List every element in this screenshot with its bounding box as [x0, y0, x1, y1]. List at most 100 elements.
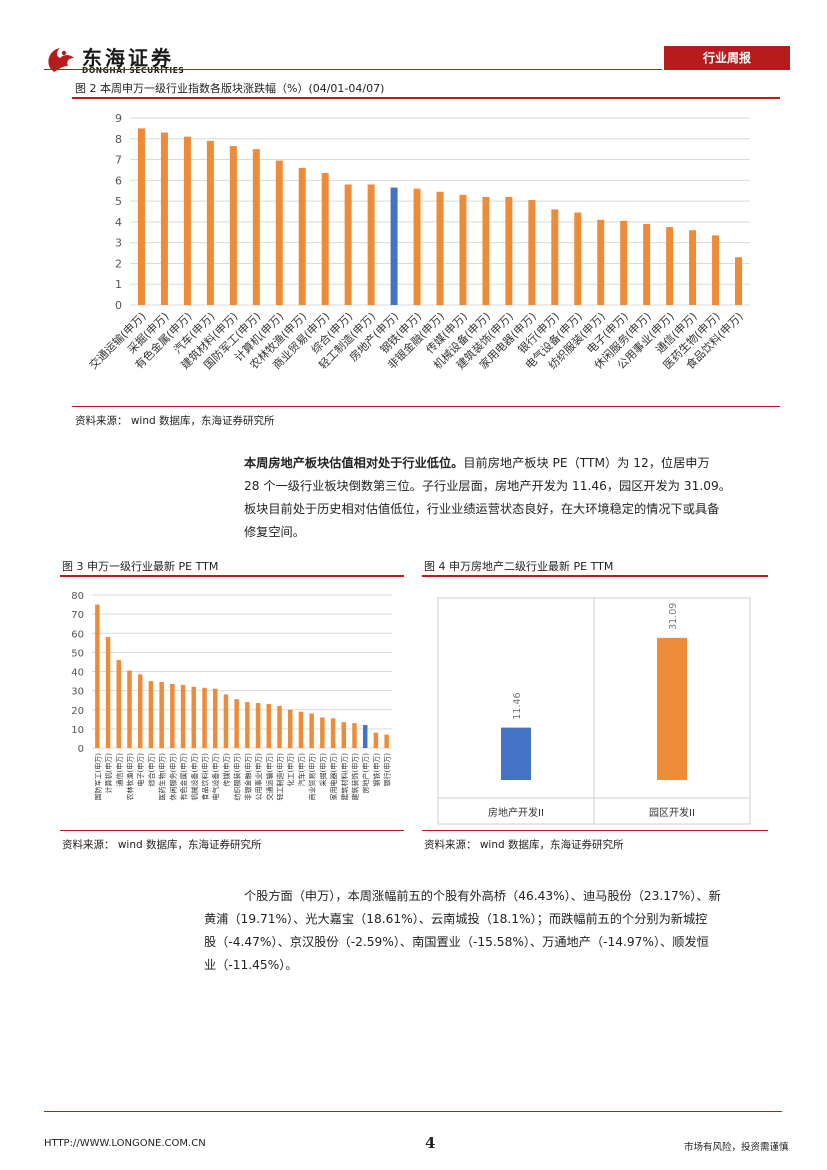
x-tick-label: 计算机(申万) [104, 753, 113, 794]
bar [373, 732, 379, 748]
bar [95, 604, 100, 748]
x-tick-label: 国防军工(申万) [93, 753, 102, 801]
bar [298, 711, 304, 748]
bar [206, 140, 214, 305]
y-tick-label: 10 [71, 725, 84, 736]
bar [148, 681, 154, 748]
bar [367, 184, 375, 305]
bar [159, 682, 164, 748]
y-tick-label: 30 [71, 687, 84, 698]
bar [505, 196, 513, 305]
brand-name-en: DONGHAI SECURITIES [82, 66, 185, 75]
bar [551, 209, 559, 305]
x-tick-label: 建筑装饰(申万) [351, 753, 360, 801]
bar [689, 230, 697, 305]
figure4-caption: 图 4 申万房地产二级行业最新 PE TTM [424, 560, 614, 573]
bar [362, 725, 368, 748]
x-tick-label: 电气设备(申万) [211, 753, 220, 801]
bar [266, 704, 272, 748]
bar [436, 191, 444, 305]
y-tick-label: 1 [115, 278, 122, 291]
figure4-top-rule [422, 575, 768, 577]
bar [384, 734, 389, 748]
paragraph-line: 黄浦（19.71%）、光大嘉宝（18.61%）、云南城投（18.1%）；而跌幅前… [204, 912, 708, 926]
x-tick-label: 采掘(申万) [318, 753, 327, 787]
x-tick-label: 休闲服务(申万) [168, 753, 177, 801]
x-tick-label: 家用电器(申万) [329, 753, 338, 801]
x-tick-label: 纺织服装(申万) [233, 753, 242, 801]
bar [252, 149, 260, 305]
x-tick-label: 园区开发II [649, 806, 695, 819]
risk-disclaimer: 市场有风险，投资需谨慎 [684, 1142, 789, 1153]
x-tick-label: 房地产(申万) [361, 753, 370, 794]
paragraph-line: 业（-11.45%）。 [204, 958, 298, 972]
donghai-logo-icon [48, 48, 74, 72]
paragraph-lead-bold: 本周房地产板块估值相对处于行业低位。 [244, 456, 464, 470]
figure3-caption: 图 3 申万一级行业最新 PE TTM [62, 560, 219, 573]
x-tick-label: 通信(申万) [115, 753, 124, 787]
y-tick-label: 20 [71, 706, 84, 717]
x-tick-label: 汽车(申万) [297, 753, 306, 787]
x-tick-label: 非银金融(申万) [243, 753, 252, 801]
bar [344, 184, 352, 305]
x-tick-label: 医药生物(申万) [158, 753, 167, 801]
bar [137, 128, 145, 305]
bar [666, 227, 674, 305]
x-tick-label: 房地产开发II [488, 806, 544, 819]
bar [597, 219, 605, 305]
bar [255, 703, 261, 748]
bar [352, 723, 357, 748]
y-tick-label: 7 [115, 154, 122, 167]
x-tick-label: 食品饮料(申万) [201, 753, 210, 801]
x-tick-label: 钢铁(申万) [372, 753, 381, 787]
bar [298, 167, 306, 305]
data-label: 31.09 [668, 603, 679, 630]
figure2-caption: 图 2 本周申万一级行业指数各版块涨跌幅（%）(04/01-04/07) [75, 82, 385, 95]
bar [183, 136, 191, 305]
figure3-top-rule [60, 575, 404, 577]
bar [735, 257, 743, 305]
paragraph-line: 目前房地产板块 PE（TTM）为 12，位居申万 [463, 456, 710, 470]
bar [574, 212, 582, 305]
bar [127, 670, 132, 748]
x-tick-label: 化工(申万) [286, 753, 295, 787]
y-tick-label: 4 [115, 216, 122, 229]
bar [482, 196, 490, 305]
y-tick-label: 60 [71, 629, 84, 640]
y-tick-label: 50 [71, 648, 84, 659]
y-tick-label: 40 [71, 668, 84, 679]
bar [229, 146, 237, 305]
x-tick-label: 传媒(申万) [222, 753, 231, 787]
paragraph-valuation: 本周房地产板块估值相对处于行业低位。目前房地产板块 PE（TTM）为 12，位居… [244, 452, 784, 544]
page-number: 4 [425, 1134, 436, 1152]
paragraph-line: 修复空间。 [244, 525, 305, 539]
y-tick-label: 2 [115, 257, 122, 270]
bar [275, 160, 283, 305]
bar [160, 132, 168, 305]
bar [105, 637, 111, 748]
x-tick-label: 交通运输(申万) [265, 753, 274, 801]
bar [657, 637, 687, 780]
bar [223, 694, 229, 748]
x-tick-label: 综合(申万) [147, 753, 156, 787]
bar [341, 722, 347, 748]
figure4-bottom-rule [422, 830, 768, 831]
bar [620, 220, 628, 305]
header-divider [44, 69, 662, 70]
bar [287, 709, 293, 748]
footer-divider [44, 1111, 782, 1112]
bar [459, 194, 467, 305]
figure3-bottom-rule [60, 830, 404, 831]
y-tick-label: 0 [78, 744, 84, 755]
x-tick-label: 轻工制造(申万) [276, 753, 285, 801]
bar [528, 200, 536, 305]
bar [712, 235, 720, 305]
figure4-source: 资料来源： wind 数据库，东海证券研究所 [424, 839, 624, 851]
bar [321, 173, 329, 305]
footer-website-link[interactable]: HTTP://WWW.LONGONE.COM.CN [44, 1138, 206, 1149]
x-tick-label: 公用事业(申万) [254, 753, 263, 801]
bar [212, 688, 218, 748]
brand-name-cn: 东海证券 [82, 46, 174, 70]
x-tick-label: 机械设备(申万) [190, 753, 199, 801]
bar [180, 684, 186, 748]
